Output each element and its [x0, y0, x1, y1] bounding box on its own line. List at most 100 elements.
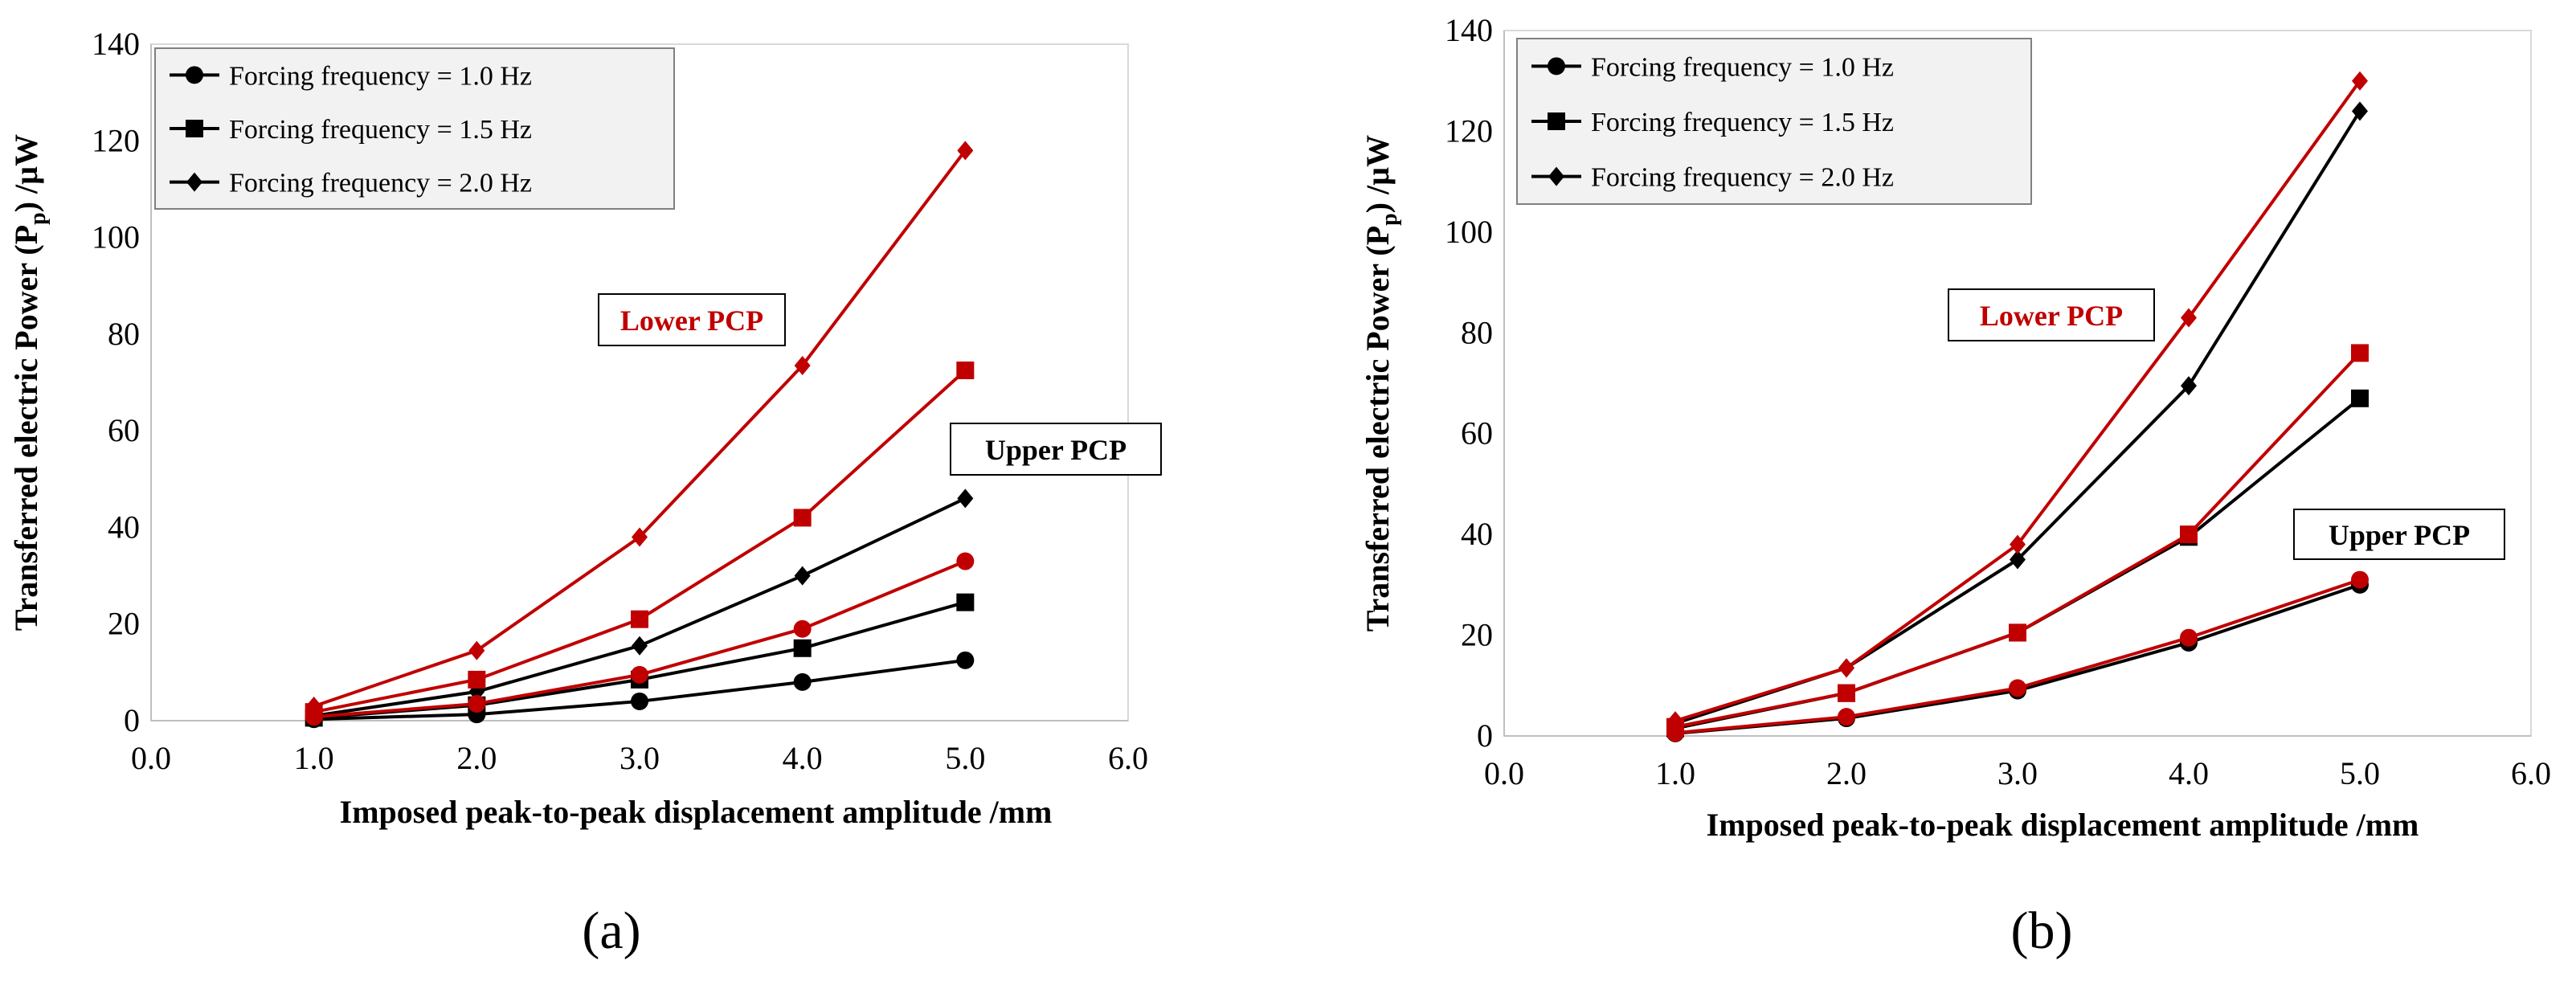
panel-b-y-tick-label: 80 — [1461, 314, 1493, 350]
panel-a-annotation-upper: Upper PCP — [950, 423, 1162, 476]
panel-a-point-lower-square — [793, 509, 812, 527]
panel-b-point-lower-square — [2351, 344, 2369, 362]
panel-b-series-upper-circle — [1666, 575, 2369, 742]
panel-a-series-lower-diamond — [305, 141, 974, 716]
panel-a-y-tick-label: 20 — [108, 606, 140, 642]
panel-b-x-axis-title: Imposed peak-to-peak displacement amplit… — [1707, 807, 2419, 843]
panel-a-point-lower-diamond — [305, 696, 322, 716]
panel-b-legend-marker-circle — [1548, 57, 1565, 76]
panel-a-point-lower-diamond — [794, 355, 811, 375]
panel-b-point-upper-diamond — [2352, 101, 2368, 121]
panel-a-annotation-lower: Lower PCP — [598, 293, 786, 346]
panel-b-series-lower-diamond — [1667, 71, 2368, 731]
panel-a-legend-marker-diamond — [186, 172, 202, 192]
panel-a-annotation-box — [950, 423, 1162, 476]
panel-a-point-lower-diamond — [632, 527, 648, 547]
panel-b-legend-marker-square — [1548, 112, 1565, 130]
panel-b-point-lower-circle — [1838, 708, 1855, 726]
panel-b-line-upper-circle — [1674, 582, 2361, 735]
panel-a-y-tick-label: 120 — [92, 122, 140, 158]
panel-b-chart: 0.0 1.0 2.0 3.0 4.0 5.0 6.0 0 20 40 60 80 100 120 140 I… — [1360, 12, 2551, 960]
panel-a-legend: Forcing frequency = 1.0 Hz Forcing freque… — [154, 47, 675, 210]
panel-b-point-lower-diamond — [1838, 658, 1854, 678]
panel-a-y-tick-label: 40 — [108, 509, 140, 545]
panel-a-point-upper-diamond — [957, 488, 974, 509]
panel-a-x-tick-label: 3.0 — [619, 740, 660, 776]
panel-a-annotation-box — [598, 293, 786, 346]
panel-b-point-lower-diamond — [1667, 711, 1683, 731]
panel-a-point-upper-circle — [631, 692, 648, 710]
panel-b-annotation-box — [1948, 288, 2155, 341]
panel-b-point-lower-circle — [2180, 628, 2198, 647]
panel-b-point-lower-square — [2009, 623, 2026, 642]
panel-b-y-tick-label: 40 — [1461, 516, 1493, 552]
panel-a-point-lower-diamond — [957, 141, 974, 161]
panel-a-x-tick-label: 6.0 — [1108, 740, 1148, 776]
panel-b-y-tick-label: 100 — [1445, 214, 1493, 250]
panel-b-x-tick-label: 4.0 — [2169, 755, 2209, 791]
panel-a-point-upper-diamond — [794, 566, 811, 586]
panel-b-point-lower-diamond — [2010, 534, 2026, 554]
panel-a-x-tick-label: 2.0 — [456, 740, 497, 776]
panel-a-legend-marker-circle — [186, 66, 203, 84]
panel-a-x-tick-label: 5.0 — [945, 740, 985, 776]
panel-b-x-tick-label: 0.0 — [1484, 755, 1524, 791]
panel-b-label: (b) — [2011, 901, 2073, 960]
panel-a-point-lower-circle — [468, 694, 486, 713]
panel-a-legend-label: Forcing frequency = 1.0 Hz — [229, 61, 532, 91]
panel-b-annotation-label: Lower PCP — [1980, 300, 2123, 332]
panel-b-point-lower-square — [2180, 525, 2198, 544]
panel-b-series-lower-circle — [1666, 570, 2369, 742]
panel-a-legend-label: Forcing frequency = 2.0 Hz — [229, 169, 532, 198]
panel-b-y-tick-label: 120 — [1445, 112, 1493, 149]
panel-b-x-tick-label: 1.0 — [1655, 755, 1695, 791]
panel-a-y-tick-label: 60 — [108, 412, 140, 448]
panel-b-x-tick-label: 5.0 — [2340, 755, 2380, 791]
panel-b-point-upper-diamond — [2010, 550, 2026, 570]
panel-a-point-lower-square — [468, 670, 486, 689]
panel-a-point-upper-circle — [956, 651, 975, 669]
panel-b-x-tick-label: 6.0 — [2511, 755, 2551, 791]
panel-a-point-upper-circle — [793, 672, 812, 691]
panel-a-point-lower-circle — [956, 552, 975, 570]
panel-a-y-tick-label: 100 — [92, 219, 140, 255]
panel-b-point-lower-diamond — [2181, 308, 2197, 328]
panel-a-point-lower-circle — [793, 619, 812, 638]
panel-b-legend-marker-diamond — [1548, 166, 1564, 186]
panel-a-y-tick-label: 140 — [92, 26, 140, 62]
panel-b-point-lower-circle — [2009, 679, 2026, 697]
panel-a-x-tick-label: 1.0 — [294, 740, 334, 776]
panel-a-point-upper-square — [793, 639, 812, 657]
panel-b-legend-box — [1516, 38, 2032, 205]
panel-b-annotation-box — [2293, 509, 2505, 560]
panel-b-point-lower-diamond — [2352, 71, 2368, 91]
panel-b-legend-label: Forcing frequency = 1.0 Hz — [1591, 52, 1894, 82]
panel-a-point-lower-circle — [631, 665, 648, 684]
panel-a-series-upper-diamond — [305, 488, 974, 726]
panel-a-point-upper-square — [956, 593, 975, 611]
panel-a-legend-marker-square — [186, 120, 203, 137]
panel-b-annotation-label: Upper PCP — [2329, 519, 2470, 551]
panel-a-point-lower-diamond — [468, 640, 485, 660]
panel-b-point-lower-square — [1838, 684, 1855, 702]
panel-b-legend: Forcing frequency = 1.0 Hz Forcing freque… — [1516, 38, 2032, 205]
panel-b-x-tick-label: 3.0 — [1997, 755, 2038, 791]
panel-b-y-tick-label: 140 — [1445, 12, 1493, 48]
panel-b-point-lower-circle — [2351, 570, 2369, 589]
panel-a-x-tick-label: 0.0 — [131, 740, 171, 776]
panel-a-x-tick-label: 4.0 — [783, 740, 823, 776]
panel-b-y-tick-label: 60 — [1461, 415, 1493, 452]
panel-a-y-tick-label: 80 — [108, 316, 140, 352]
panel-a-series-upper-circle — [305, 651, 975, 729]
panel-b-y-axis-title: Transferred electric Power (Pp) /µW — [1360, 135, 1402, 632]
panel-a-x-axis-title: Imposed peak-to-peak displacement amplit… — [340, 794, 1053, 830]
panel-a-point-lower-square — [956, 361, 975, 379]
panel-b-line-lower-circle — [1674, 578, 2361, 735]
panel-b-point-upper-square — [2351, 389, 2369, 407]
panel-b-series-lower-square — [1666, 344, 2369, 736]
panel-a-annotation-label: Lower PCP — [620, 305, 763, 337]
panel-b-legend-label: Forcing frequency = 2.0 Hz — [1591, 163, 1894, 193]
panel-b-point-upper-diamond — [2181, 376, 2197, 396]
